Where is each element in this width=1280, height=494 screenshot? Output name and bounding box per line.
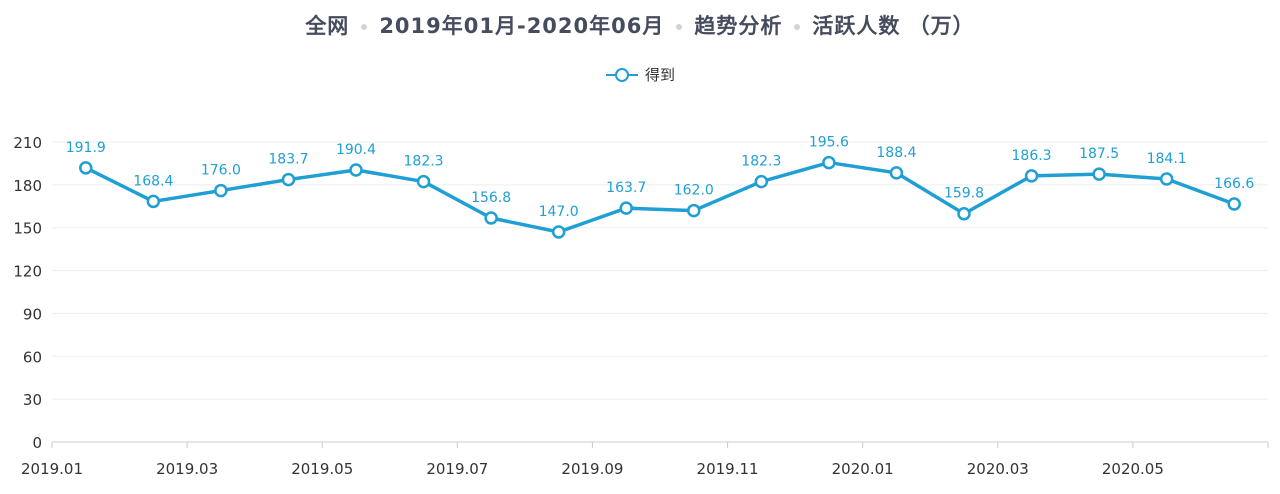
- x-tick-label: 2019.05: [291, 460, 353, 478]
- data-label: 187.5: [1079, 146, 1119, 162]
- data-label: 184.1: [1147, 151, 1187, 167]
- x-tick-label: 2019.07: [426, 460, 488, 478]
- data-label: 168.4: [133, 173, 173, 189]
- data-point: [146, 194, 161, 209]
- data-label: 176.0: [201, 163, 241, 179]
- title-separator-dot: [361, 24, 368, 30]
- data-point: [416, 174, 431, 189]
- data-label: 190.4: [336, 142, 376, 158]
- x-tick-label: 2019.01: [21, 460, 83, 478]
- x-tick-label: 2019.09: [561, 460, 623, 478]
- x-tick-label: 2019.11: [697, 460, 759, 478]
- data-point: [79, 161, 93, 175]
- data-label: 188.4: [876, 145, 916, 161]
- data-point: [214, 183, 228, 198]
- data-label: 191.9: [66, 140, 106, 156]
- title-scope: 全网: [305, 14, 350, 38]
- y-tick-label: 90: [23, 305, 42, 323]
- data-label: 159.8: [944, 186, 984, 202]
- data-label: 183.7: [268, 152, 308, 168]
- data-point: [1159, 172, 1174, 186]
- x-tick-label: 2020.03: [967, 460, 1029, 478]
- x-tick-label: 2019.03: [156, 460, 218, 478]
- data-label: 162.0: [674, 183, 714, 199]
- title-analysis-type: 趋势分析: [694, 14, 783, 38]
- data-label: 182.3: [404, 154, 444, 170]
- title-separator-dot: [794, 24, 801, 30]
- data-label: 182.3: [741, 154, 781, 170]
- y-tick-label: 0: [32, 434, 42, 452]
- data-point: [822, 155, 836, 170]
- y-tick-label: 180: [13, 177, 42, 195]
- data-point: [349, 163, 363, 177]
- data-point: [687, 203, 701, 218]
- chart-legend[interactable]: 得到: [0, 64, 1280, 87]
- x-tick-label: 2020.01: [832, 460, 894, 478]
- data-label: 156.8: [471, 190, 511, 206]
- y-tick-label: 60: [23, 348, 42, 366]
- y-tick-label: 120: [13, 263, 42, 281]
- title-metric: 活跃人数 （万）: [812, 14, 975, 38]
- data-label: 166.6: [1214, 176, 1254, 192]
- data-point: [754, 174, 769, 189]
- data-point: [281, 172, 296, 187]
- title-date-range: 2019年01月-2020年06月: [379, 14, 665, 38]
- data-point: [957, 206, 971, 221]
- data-point: [1024, 169, 1039, 183]
- data-point: [889, 166, 904, 180]
- data-label: 186.3: [1012, 148, 1052, 164]
- y-tick-label: 210: [13, 134, 42, 152]
- data-label: 195.6: [809, 135, 849, 151]
- x-tick-label: 2020.05: [1102, 460, 1164, 478]
- data-label: 147.0: [539, 204, 579, 220]
- legend-label: 得到: [644, 66, 675, 84]
- data-point: [1092, 167, 1106, 181]
- chart-title: 全网 2019年01月-2020年06月 趋势分析 活跃人数 （万）: [0, 10, 1280, 40]
- data-point: [484, 211, 498, 225]
- legend-line-marker-icon: [605, 67, 638, 82]
- y-tick-label: 30: [23, 391, 42, 409]
- title-separator-dot: [676, 24, 683, 30]
- data-label: 163.7: [606, 180, 646, 196]
- data-point: [1227, 197, 1241, 211]
- y-tick-label: 150: [13, 220, 42, 238]
- series-line: [84, 160, 1236, 234]
- legend-item[interactable]: 得到: [605, 64, 675, 85]
- data-point: [551, 225, 566, 239]
- data-point: [619, 201, 633, 215]
